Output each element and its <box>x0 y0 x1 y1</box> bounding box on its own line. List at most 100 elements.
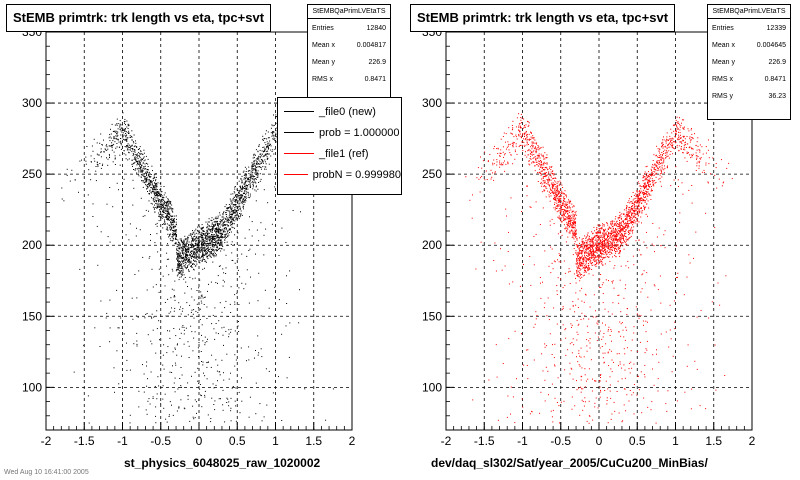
scatter-point <box>710 173 711 175</box>
scatter-point <box>222 218 224 220</box>
scatter-point <box>257 161 258 163</box>
scatter-point <box>612 280 614 282</box>
scatter-point <box>243 204 245 205</box>
scatter-point <box>226 209 228 211</box>
scatter-point <box>240 178 242 179</box>
scatter-point <box>638 200 640 202</box>
scatter-point <box>200 240 202 242</box>
scatter-point <box>106 312 108 314</box>
scatter-point <box>645 196 647 198</box>
scatter-point <box>218 398 220 400</box>
scatter-point <box>620 250 621 252</box>
scatter-point <box>120 130 122 132</box>
scatter-point <box>613 361 614 363</box>
scatter-point <box>265 166 267 168</box>
scatter-point <box>235 195 236 197</box>
scatter-point <box>193 253 195 255</box>
scatter-point <box>273 114 274 116</box>
scatter-point <box>247 178 248 180</box>
scatter-point <box>598 235 600 237</box>
scatter-point <box>208 236 210 238</box>
scatter-point <box>583 261 585 263</box>
scatter-point <box>563 197 564 199</box>
scatter-point <box>220 239 222 241</box>
scatter-point <box>564 284 566 286</box>
scatter-point <box>221 230 223 232</box>
scatter-point <box>127 124 129 126</box>
scatter-point <box>181 266 183 267</box>
scatter-point <box>628 234 630 236</box>
scatter-point <box>484 151 486 153</box>
scatter-point <box>201 240 203 242</box>
scatter-point <box>594 258 596 260</box>
scatter-point <box>677 138 679 140</box>
scatter-point <box>605 343 607 345</box>
scatter-point <box>245 185 247 187</box>
scatter-point <box>510 197 512 199</box>
scatter-point <box>608 233 610 235</box>
scatter-point <box>259 180 261 182</box>
scatter-point <box>185 264 187 266</box>
scatter-point <box>130 148 132 149</box>
scatter-point <box>183 343 185 345</box>
scatter-point <box>576 266 578 268</box>
scatter-point <box>208 228 210 230</box>
scatter-point <box>188 345 190 347</box>
scatter-point <box>260 348 262 350</box>
scatter-point <box>234 204 236 206</box>
scatter-point <box>137 158 139 160</box>
scatter-point <box>213 256 215 258</box>
scatter-point <box>633 221 635 223</box>
scatter-point <box>207 235 209 237</box>
scatter-point <box>560 278 562 280</box>
scatter-point <box>128 133 129 134</box>
scatter-point <box>627 214 629 216</box>
scatter-point <box>188 247 190 249</box>
scatter-point <box>638 221 640 223</box>
scatter-point <box>252 183 254 185</box>
scatter-point <box>163 212 165 213</box>
scatter-point <box>185 267 187 269</box>
scatter-point <box>596 241 598 243</box>
scatter-point <box>193 251 195 252</box>
scatter-point <box>199 388 201 390</box>
scatter-point <box>489 154 491 155</box>
scatter-point <box>572 222 573 224</box>
scatter-point <box>100 231 102 233</box>
scatter-point <box>274 140 276 142</box>
scatter-point <box>212 248 214 250</box>
scatter-point <box>543 180 545 182</box>
scatter-point <box>212 261 214 263</box>
scatter-point <box>263 234 265 236</box>
scatter-point <box>272 125 274 127</box>
scatter-point <box>275 122 277 124</box>
scatter-point <box>271 151 273 152</box>
scatter-point <box>569 215 571 217</box>
scatter-point <box>256 229 258 231</box>
scatter-point <box>257 163 259 164</box>
scatter-point <box>206 318 208 319</box>
scatter-point <box>179 308 181 310</box>
scatter-point <box>634 209 636 211</box>
scatter-point <box>194 248 196 250</box>
scatter-point <box>237 258 239 260</box>
scatter-point <box>154 199 156 201</box>
scatter-point <box>261 150 263 152</box>
scatter-point <box>610 329 612 331</box>
scatter-point <box>670 141 671 143</box>
scatter-point <box>227 236 229 238</box>
scatter-point <box>182 243 184 245</box>
scatter-point <box>212 383 214 385</box>
scatter-point <box>169 213 171 215</box>
scatter-point <box>167 211 168 212</box>
scatter-point <box>148 210 149 212</box>
scatter-point <box>195 252 197 253</box>
scatter-point <box>143 391 145 393</box>
scatter-point <box>643 197 645 199</box>
scatter-point <box>572 232 574 234</box>
scatter-point <box>240 213 242 215</box>
scatter-point <box>161 207 163 209</box>
scatter-point <box>204 243 206 245</box>
scatter-point <box>251 170 253 172</box>
scatter-point <box>219 226 221 228</box>
